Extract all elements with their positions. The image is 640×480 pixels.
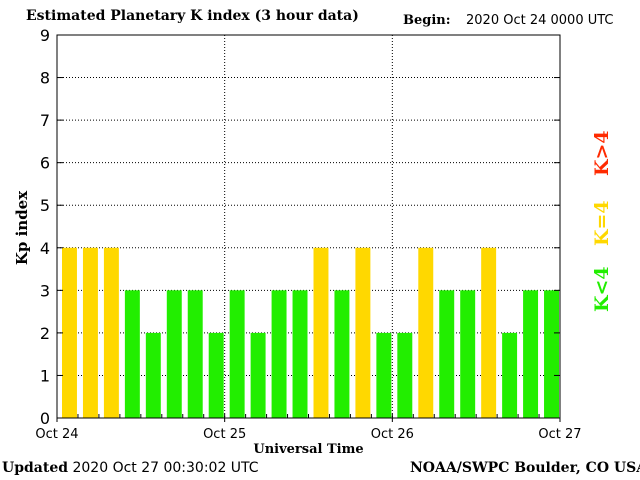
credit-text: NOAA/SWPC Boulder, CO USA: [410, 460, 640, 476]
y-tick-label: 3: [40, 281, 50, 300]
y-tick-label: 2: [40, 324, 50, 343]
kp-bar: [103, 247, 119, 418]
y-tick-label: 4: [40, 239, 50, 258]
updated-label: Updated: [2, 460, 69, 476]
y-axis-label: Kp index: [13, 190, 31, 265]
updated-value: 2020 Oct 27 00:30:02 UTC: [72, 460, 259, 476]
legend-equal: K=4: [591, 200, 613, 246]
legend-equal-label: K=4: [591, 200, 613, 246]
kp-bar: [82, 247, 98, 418]
y-tick-label: 5: [40, 196, 50, 215]
kp-bar: [397, 332, 413, 418]
kp-bar: [439, 290, 455, 418]
plot-area: 0 1 2 3 4 5 6 7 8 9 Oct 24 Oct 25 Oct 26 Oct 27: [35, 26, 581, 442]
y-tick-label: 1: [40, 366, 50, 385]
x-tick-label: Oct 27: [538, 427, 581, 442]
kp-bar: [62, 247, 77, 418]
legend-high: K>4: [591, 130, 613, 176]
kp-bar: [124, 290, 140, 418]
y-tick-label: 9: [40, 26, 50, 45]
begin-label: Begin:: [403, 13, 451, 28]
chart-title: Estimated Planetary K index (3 hour data…: [26, 8, 359, 24]
legend-low: K<4: [591, 266, 613, 312]
y-tick-label: 7: [40, 111, 50, 130]
kp-bar: [376, 332, 392, 418]
kp-bar: [523, 290, 539, 418]
kp-bar: [481, 247, 497, 418]
kp-bar: [460, 290, 476, 418]
kp-bar: [334, 290, 350, 418]
kp-bar: [187, 290, 203, 418]
x-tick-label: Oct 25: [203, 427, 246, 442]
kp-bar: [418, 247, 434, 418]
y-tick-label: 6: [40, 154, 50, 173]
updated-timestamp: Updated 2020 Oct 27 00:30:02 UTC: [2, 460, 259, 476]
kp-bar: [292, 290, 308, 418]
kp-bar: [208, 332, 224, 418]
y-tick-label: 8: [40, 69, 50, 88]
begin-value: 2020 Oct 24 0000 UTC: [466, 13, 614, 28]
kp-bar: [502, 332, 518, 418]
kp-bar: [229, 290, 245, 418]
x-tick-label: Oct 24: [35, 427, 78, 442]
kp-bar: [166, 290, 182, 418]
y-tick-label: 0: [40, 409, 50, 428]
x-tick-label: Oct 26: [371, 427, 414, 442]
kp-bar: [250, 332, 266, 418]
legend-low-label: K<4: [591, 266, 613, 312]
kp-bar: [544, 290, 559, 418]
legend-high-label: K>4: [591, 130, 613, 176]
kp-bar: [355, 247, 371, 418]
x-axis-label: Universal Time: [253, 442, 363, 457]
kp-bar: [271, 290, 287, 418]
kp-bar: [145, 332, 161, 418]
kp-bar: [313, 247, 329, 418]
